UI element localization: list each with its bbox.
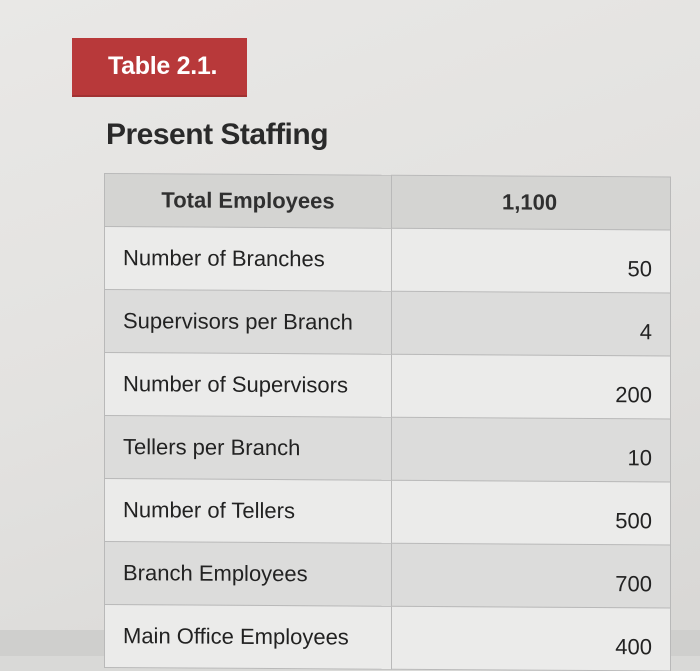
row-value-cell: 10 — [391, 417, 671, 482]
row-label-cell: Branch Employees — [104, 541, 392, 607]
table-number-tag — [72, 38, 247, 97]
row-label-cell: Number of Branches — [104, 226, 392, 292]
table-row: Number of Tellers 500 — [104, 478, 671, 545]
page-title: Present Staffing — [106, 118, 329, 151]
row-label-cell: Number of Supervisors — [104, 352, 392, 418]
row-label-cell: Tellers per Branch — [104, 415, 392, 481]
table-row: Number of Branches 50 — [104, 226, 671, 293]
table-row: Supervisors per Branch 4 — [104, 289, 671, 356]
row-label-cell: Supervisors per Branch — [104, 289, 392, 355]
table-number-label: Table 2.1. — [108, 52, 218, 80]
row-value-cell: 700 — [391, 543, 671, 608]
row-value-cell: 200 — [391, 354, 671, 419]
row-value-cell: 50 — [391, 228, 671, 293]
row-value-cell: 400 — [391, 606, 671, 671]
row-value-cell: 4 — [391, 291, 671, 356]
header-label-cell: Total Employees — [104, 173, 392, 229]
table-header-row: Total Employees 1,100 — [104, 173, 671, 230]
header-value-cell: 1,100 — [391, 175, 671, 230]
row-label-cell: Number of Tellers — [104, 478, 392, 544]
staffing-table: Total Employees 1,100 Number of Branches… — [104, 173, 671, 671]
table-row: Branch Employees 700 — [104, 541, 671, 608]
row-value-cell: 500 — [391, 480, 671, 545]
table-row: Tellers per Branch 10 — [104, 415, 671, 482]
table-row: Number of Supervisors 200 — [104, 352, 671, 419]
row-label-cell: Main Office Employees — [104, 604, 392, 670]
table-row: Main Office Employees 400 — [104, 604, 671, 671]
